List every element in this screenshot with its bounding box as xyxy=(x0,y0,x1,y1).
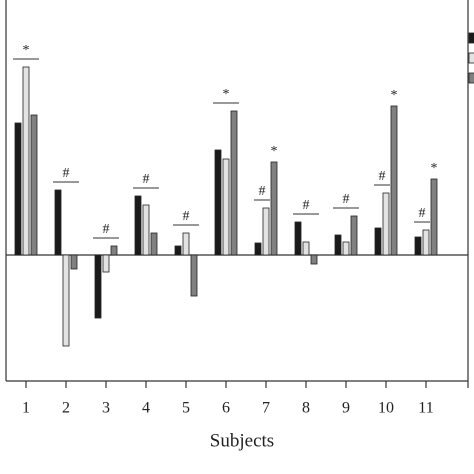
bar xyxy=(94,254,102,319)
annotation: # xyxy=(303,198,310,213)
bar xyxy=(30,114,38,256)
x-tick-label: 10 xyxy=(378,400,394,417)
legend-swatch xyxy=(468,32,474,44)
annotation: # xyxy=(419,206,426,221)
bar xyxy=(14,122,22,256)
bar xyxy=(134,195,142,256)
bar xyxy=(142,204,150,256)
annotation: # xyxy=(259,184,266,199)
annotation: # xyxy=(63,166,70,181)
annotation: * xyxy=(223,87,230,102)
annotation: # xyxy=(183,209,190,224)
legend-swatch xyxy=(468,72,474,84)
x-tick-label: 3 xyxy=(102,400,110,417)
bar xyxy=(430,178,438,256)
x-tick-label: 5 xyxy=(182,400,190,417)
bar xyxy=(102,254,110,273)
bar xyxy=(174,245,182,256)
bar xyxy=(22,66,30,256)
bar xyxy=(254,242,262,256)
annotation: * xyxy=(391,88,398,103)
x-tick-label: 1 xyxy=(22,400,30,417)
annotation: * xyxy=(23,43,30,58)
bar xyxy=(214,149,222,256)
bar xyxy=(62,254,70,347)
x-tick-label: 6 xyxy=(222,400,230,417)
annotation: # xyxy=(143,172,150,187)
bar xyxy=(70,254,78,270)
bar xyxy=(190,254,198,297)
bar xyxy=(310,254,318,265)
x-tick-label: 4 xyxy=(142,400,150,417)
x-tick-label: 2 xyxy=(62,400,70,417)
x-tick-label: 9 xyxy=(342,400,350,417)
bar xyxy=(334,234,342,256)
annotation: * xyxy=(431,161,438,176)
annotation: # xyxy=(343,192,350,207)
bar xyxy=(182,232,190,256)
bar xyxy=(150,232,158,256)
annotation: # xyxy=(103,222,110,237)
x-tick-label: 11 xyxy=(418,400,433,417)
bar xyxy=(422,229,430,256)
bar xyxy=(270,161,278,256)
bar xyxy=(110,245,118,256)
legend-swatch xyxy=(468,52,474,64)
bar xyxy=(294,221,302,256)
annotation: * xyxy=(271,144,278,159)
bar xyxy=(54,189,62,256)
bar xyxy=(350,215,358,256)
bar xyxy=(382,192,390,256)
x-tick-label: 8 xyxy=(302,400,310,417)
bar xyxy=(390,105,398,256)
bar xyxy=(262,207,270,256)
bar xyxy=(222,158,230,256)
bar xyxy=(230,110,238,256)
bar xyxy=(342,241,350,256)
x-tick-label: 7 xyxy=(262,400,270,417)
x-axis-label: Subjects xyxy=(210,430,274,451)
bar xyxy=(302,241,310,256)
annotation: # xyxy=(379,169,386,184)
bar xyxy=(414,236,422,256)
bar xyxy=(374,227,382,256)
